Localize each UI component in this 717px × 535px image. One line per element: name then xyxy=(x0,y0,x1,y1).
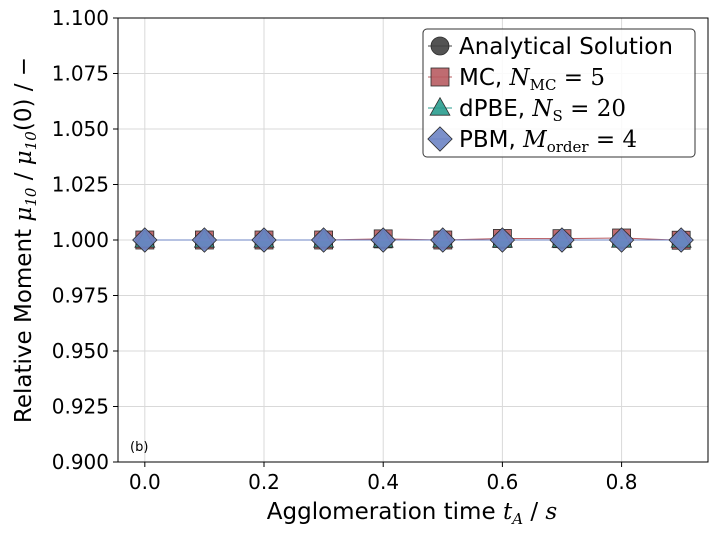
y-tick-label: 1.025 xyxy=(52,173,109,197)
y-tick-label: 1.100 xyxy=(52,6,109,30)
x-tick-label: 0.2 xyxy=(248,470,280,494)
legend-label: dPBE, NS = 20 xyxy=(459,96,626,125)
data-point xyxy=(310,227,337,253)
y-tick-label: 0.900 xyxy=(52,450,109,474)
legend-label: Analytical Solution xyxy=(459,34,673,60)
data-point xyxy=(608,227,635,253)
data-point xyxy=(549,227,575,253)
y-tick-label: 1.075 xyxy=(52,62,109,86)
y-tick-label: 0.950 xyxy=(52,339,109,363)
legend-item: Analytical Solution xyxy=(428,34,673,60)
y-tick-label: 1.000 xyxy=(52,228,109,252)
x-axis-label: Agglomeration time tA / s xyxy=(267,499,558,528)
series-diamond xyxy=(132,227,694,253)
legend-box xyxy=(422,28,696,158)
x-tick-label: 0.8 xyxy=(606,470,638,494)
series-square xyxy=(135,228,691,250)
x-tick-label: 0.4 xyxy=(367,470,399,494)
y-axis-label: Relative Moment μ10 / μ10(0) / − xyxy=(11,57,40,423)
legend-marker xyxy=(429,96,451,116)
data-point xyxy=(132,227,158,253)
legend-label: MC, NMC = 5 xyxy=(459,65,605,94)
data-point xyxy=(251,227,277,253)
data-point xyxy=(370,227,396,253)
legend-label: PBM, Morder = 4 xyxy=(459,127,637,156)
x-tick-label: 0.0 xyxy=(129,470,161,494)
data-point xyxy=(489,227,516,253)
y-tick-label: 0.925 xyxy=(52,395,109,419)
legend-marker xyxy=(427,126,453,152)
data-point xyxy=(191,227,218,253)
legend-marker xyxy=(430,36,450,56)
legend-item: dPBE, NS = 20 xyxy=(428,96,626,125)
y-tick-label: 1.050 xyxy=(52,117,109,141)
legend-marker xyxy=(430,67,450,87)
data-point xyxy=(668,227,694,253)
y-tick-label: 0.975 xyxy=(52,284,109,308)
axis-ticks: 0.0 0.2 0.4 0.6 0.8 0.900 0.925 0.950 0.975 1.000… xyxy=(52,6,638,494)
x-tick-label: 0.6 xyxy=(486,470,518,494)
plot-series xyxy=(132,227,694,253)
data-point xyxy=(430,227,456,253)
panel-annotation: (b) xyxy=(130,440,148,455)
legend-item: MC, NMC = 5 xyxy=(428,65,605,94)
legend-item: PBM, Morder = 4 xyxy=(427,126,637,156)
